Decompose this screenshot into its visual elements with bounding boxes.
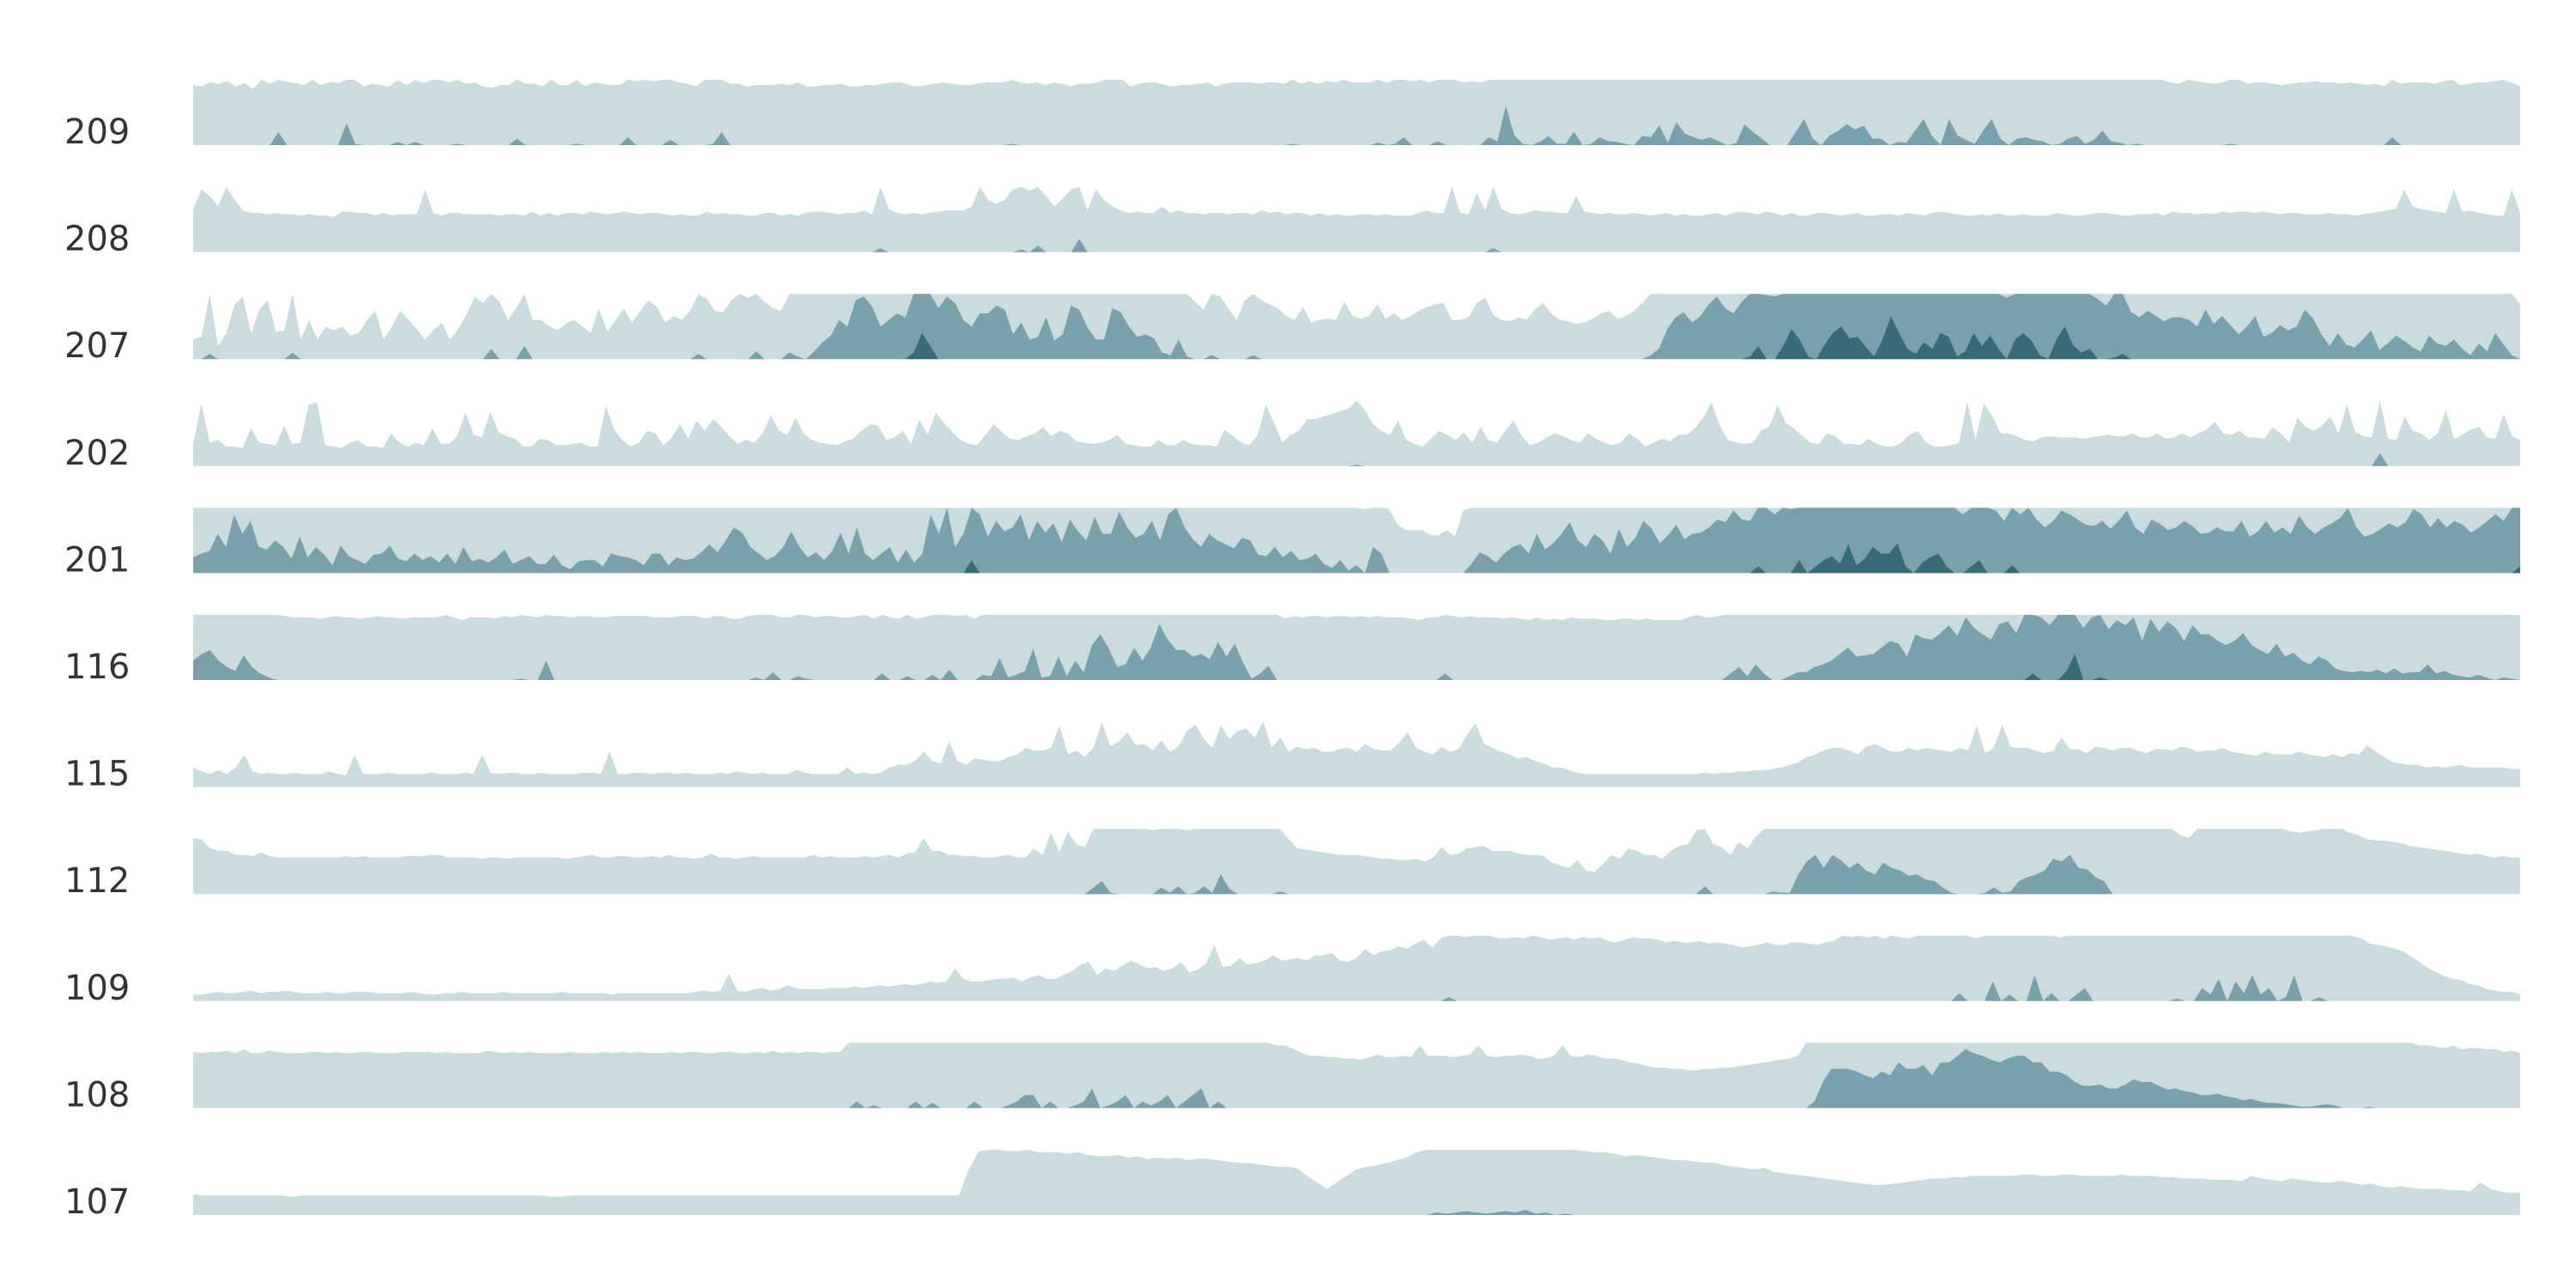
horizon-band-2-108 <box>193 1049 2520 1109</box>
horizon-band-2-112 <box>193 854 2520 895</box>
horizon-row-116 <box>193 615 2520 680</box>
horizon-band-1-209 <box>193 80 2520 145</box>
horizon-row-208 <box>193 186 2520 252</box>
horizon-band-3-207 <box>193 316 2520 360</box>
horizon-row-201 <box>193 507 2520 574</box>
horizon-row-107 <box>193 1150 2520 1215</box>
row-label-208: 208 <box>64 220 130 259</box>
row-label-116: 116 <box>64 647 130 687</box>
horizon-band-2-116 <box>193 615 2520 680</box>
row-label-202: 202 <box>64 434 130 473</box>
horizon-row-207 <box>193 294 2520 360</box>
row-label-207: 207 <box>64 326 130 366</box>
horizon-row-115 <box>193 721 2520 787</box>
row-label-107: 107 <box>64 1182 130 1222</box>
horizon-band-3-201 <box>193 543 2520 574</box>
row-label-109: 109 <box>64 969 130 1008</box>
row-label-201: 201 <box>64 540 130 580</box>
horizon-band-1-109 <box>193 935 2520 1001</box>
horizon-row-209 <box>193 80 2520 145</box>
horizon-band-1-208 <box>193 186 2520 252</box>
horizon-band-1-112 <box>193 829 2520 895</box>
horizon-band-1-107 <box>193 1150 2520 1215</box>
horizon-band-1-202 <box>193 400 2520 466</box>
horizon-row-112 <box>193 829 2520 895</box>
horizon-row-109 <box>193 935 2520 1001</box>
horizon-row-202 <box>193 400 2520 466</box>
row-label-115: 115 <box>64 755 130 794</box>
row-label-209: 209 <box>64 112 130 152</box>
horizon-row-108 <box>193 1042 2520 1109</box>
row-label-108: 108 <box>64 1075 130 1115</box>
horizon-band-2-109 <box>193 975 2520 1001</box>
row-label-112: 112 <box>64 861 130 901</box>
horizon-band-1-115 <box>193 721 2520 787</box>
